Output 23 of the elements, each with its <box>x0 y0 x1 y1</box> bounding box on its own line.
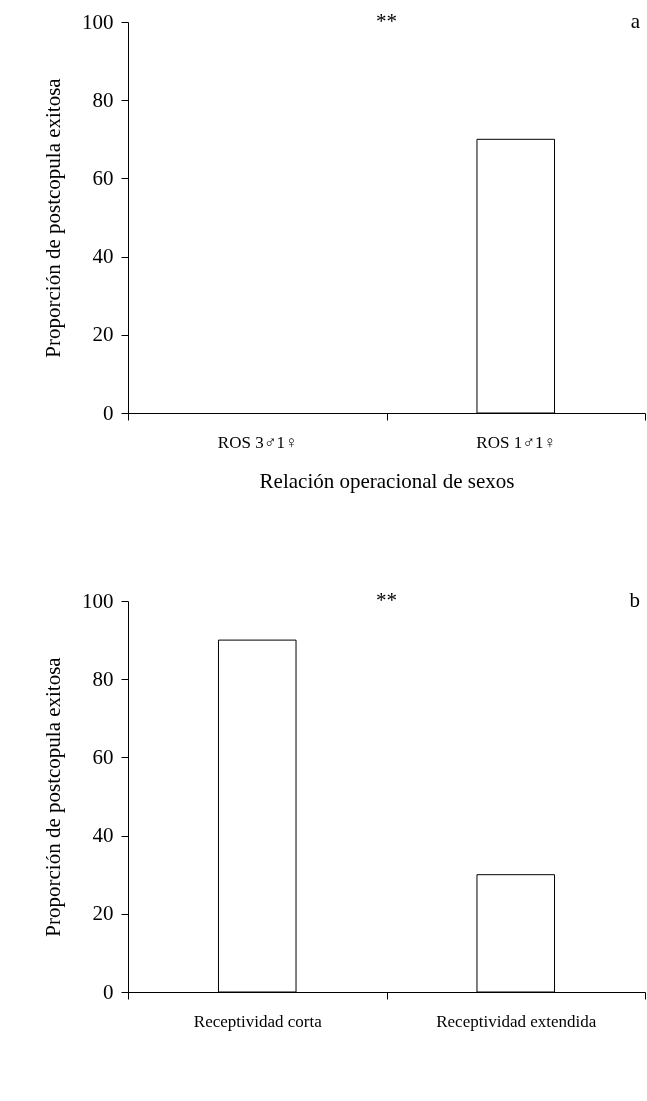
x-tick-label: ROS 1♂1♀ <box>476 432 557 452</box>
annotation: b <box>629 588 640 612</box>
y-tick-label: 20 <box>92 901 114 926</box>
y-tick-label: 100 <box>82 588 114 613</box>
x-tick-label: Receptividad corta <box>193 1011 323 1031</box>
annotation: a <box>630 9 641 33</box>
annotation: ** <box>376 9 397 33</box>
y-tick-label: 60 <box>92 165 114 190</box>
y-tick-label: 80 <box>92 666 114 691</box>
y-tick-label: 80 <box>92 87 114 112</box>
y-tick-label: 40 <box>92 244 114 269</box>
x-tick-label: Receptividad extendida <box>436 1011 597 1031</box>
y-tick-label: 0 <box>103 979 114 1004</box>
y-tick-label: 60 <box>92 744 114 769</box>
y-tick-label: 100 <box>82 9 114 34</box>
y-axis-title: Proporción de postcopula exitosa <box>41 77 65 358</box>
y-tick-label: 40 <box>92 823 114 848</box>
y-axis-title: Proporción de postcopula exitosa <box>41 656 65 937</box>
y-tick-label: 20 <box>92 322 114 347</box>
x-tick-label: ROS 3♂1♀ <box>217 432 298 452</box>
annotation: ** <box>376 588 397 612</box>
x-axis-title: Relación operacional de sexos <box>259 468 515 493</box>
y-tick-label: 0 <box>103 400 114 425</box>
